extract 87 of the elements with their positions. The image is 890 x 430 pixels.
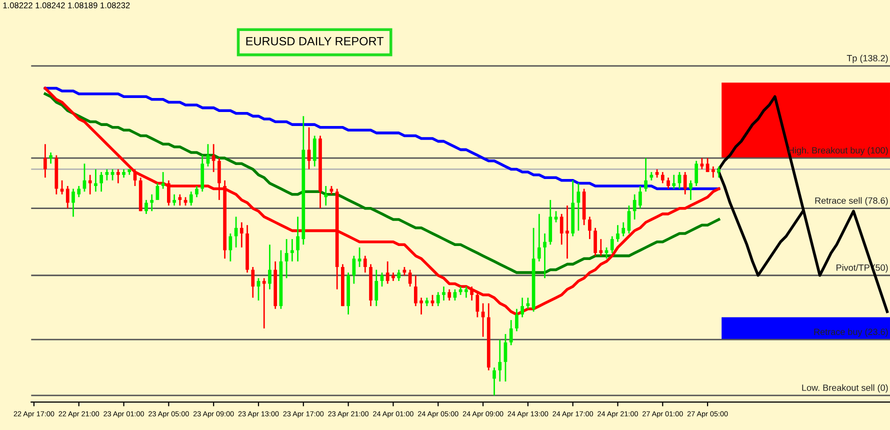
candlestick [189, 190, 193, 206]
candlestick [632, 194, 636, 220]
candlestick [234, 216, 238, 248]
candlestick [358, 246, 362, 268]
candlestick [88, 174, 92, 196]
candlestick [312, 135, 316, 168]
candlestick [470, 286, 474, 302]
candlestick [498, 338, 502, 382]
candlestick [397, 269, 401, 282]
candlestick [44, 143, 47, 178]
candlestick [554, 210, 558, 223]
candlestick [166, 180, 170, 206]
candlestick [324, 185, 328, 206]
candlestick [374, 269, 378, 307]
candlestick [212, 143, 216, 173]
candlestick [284, 238, 288, 279]
candlestick [420, 297, 423, 316]
candlestick [594, 227, 597, 257]
candlestick [195, 185, 198, 198]
candlestick [150, 194, 154, 212]
candlestick [666, 176, 670, 190]
candlestick [672, 174, 676, 190]
ref-line-label: Tp (138.2) [846, 54, 888, 64]
candlestick [599, 238, 603, 257]
candlestick [307, 126, 311, 170]
candlestick [515, 308, 518, 332]
ref-line-label: Retrace sell (78.6) [815, 197, 888, 206]
candlestick [566, 204, 569, 260]
candlestick [386, 260, 390, 284]
candlestick [105, 168, 109, 182]
candlestick [144, 199, 148, 215]
candlestick [492, 366, 496, 396]
candlestick [520, 297, 524, 318]
candlestick [694, 160, 698, 187]
candlestick [622, 222, 626, 237]
candlestick [509, 319, 513, 346]
candlestick [700, 157, 704, 170]
text: 1.08222 1.08242 1.08189 1.08232 [3, 2, 130, 8]
ref-line-label: Retrace buy (23.6) [814, 328, 888, 337]
candlestick [251, 266, 255, 298]
candlestick [464, 286, 468, 298]
candlestick [116, 168, 120, 184]
candlestick [537, 213, 541, 262]
candlestick [240, 222, 244, 248]
candlestick [172, 194, 176, 206]
candlestick [644, 157, 648, 192]
candlestick [77, 185, 81, 198]
candlestick [430, 294, 434, 307]
candlestick [604, 246, 608, 260]
candlestick [363, 255, 367, 274]
candlestick [72, 188, 75, 218]
candlestick [683, 171, 687, 196]
candlestick [161, 171, 165, 190]
candlestick [262, 277, 266, 330]
chart-title: EURUSD DAILY REPORT [246, 37, 384, 46]
candlestick [543, 232, 546, 279]
candlestick [94, 168, 98, 192]
candlestick [660, 171, 664, 184]
candlestick [576, 182, 580, 232]
candlestick [110, 168, 114, 182]
ref-line-label: Low. Breakout sell (0) [802, 384, 888, 393]
candlestick [481, 302, 485, 338]
candlestick [448, 288, 452, 302]
candlestick [706, 157, 710, 173]
candlestick [290, 238, 294, 262]
candlestick [638, 185, 642, 210]
candlestick [610, 236, 614, 254]
candlestick [268, 244, 272, 290]
candlestick [711, 166, 715, 178]
candlestick [414, 274, 418, 307]
candlestick [66, 185, 70, 210]
candlestick [436, 291, 440, 307]
candlestick [133, 168, 137, 187]
candlestick [296, 216, 300, 262]
candlestick [100, 171, 103, 192]
candlestick [560, 213, 564, 246]
candlestick [588, 216, 592, 240]
candlestick [717, 166, 720, 178]
candlestick [49, 152, 52, 164]
candlestick [82, 162, 86, 192]
candlestick [352, 255, 356, 284]
candlestick [616, 224, 620, 243]
candlestick [178, 194, 182, 206]
candlestick [218, 157, 221, 201]
candlestick [689, 180, 692, 201]
candlestick [228, 232, 232, 262]
candlestick [442, 286, 446, 302]
